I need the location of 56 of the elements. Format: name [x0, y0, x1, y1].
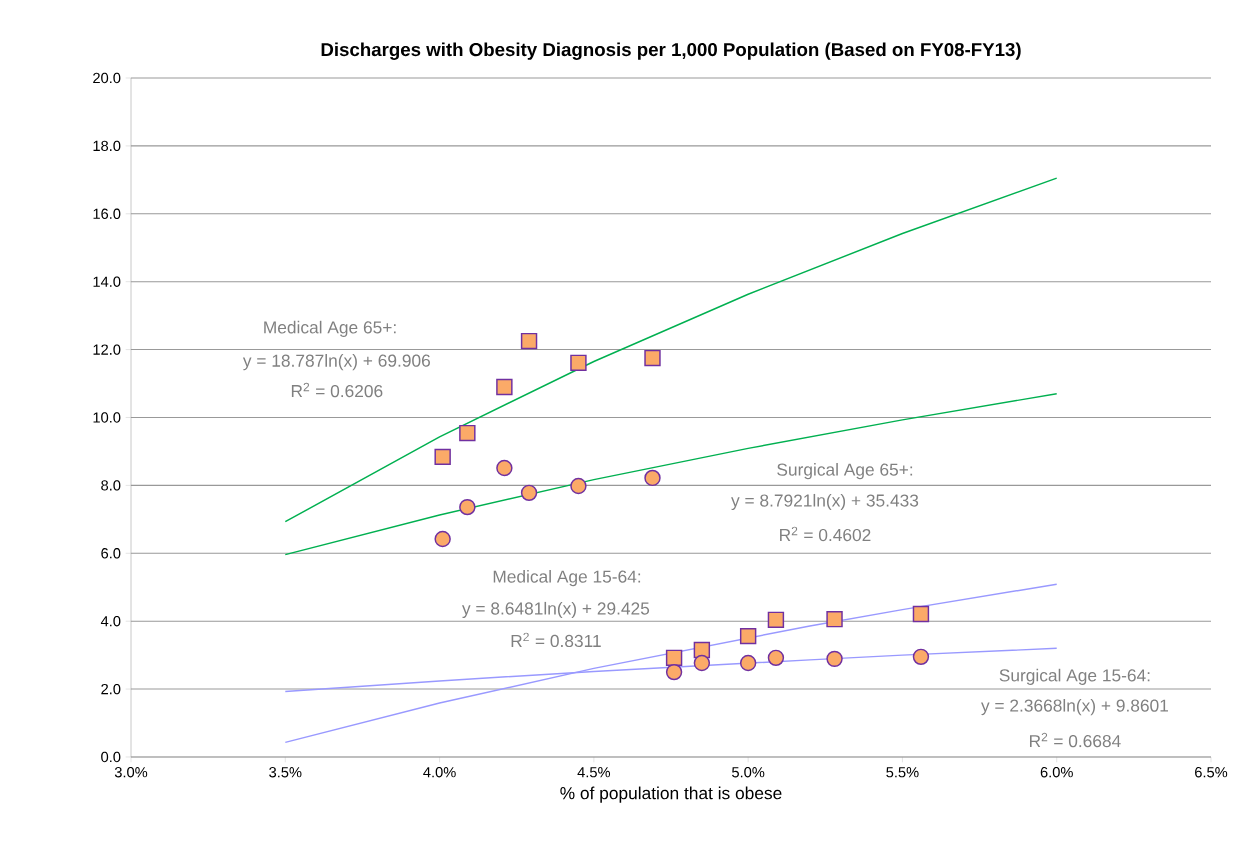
annotation: y = 18.787ln(x) + 69.906	[242, 354, 430, 371]
point	[496, 459, 513, 477]
annotation: Surgical Age 65+:	[777, 463, 913, 480]
point	[767, 611, 785, 629]
point	[644, 469, 661, 487]
annotation: R$^{2}$ = 0.4602	[780, 526, 871, 542]
y-tick-label: 6.0	[101, 548, 121, 559]
point	[826, 610, 843, 628]
annotation: Surgical Age 15-64:	[999, 668, 1150, 685]
annotation: y = 8.7921ln(x) + 35.433	[731, 493, 919, 511]
x-tick-label: 3.0%	[114, 767, 148, 778]
x-tick-label: 3.5%	[269, 767, 302, 778]
point	[912, 648, 930, 666]
point	[739, 627, 757, 645]
point	[912, 605, 930, 623]
point	[570, 477, 587, 495]
y-tick-label: 12.0	[93, 344, 121, 355]
point	[520, 332, 538, 350]
annotation: y = 8.6481ln(x) + 29.425	[462, 601, 650, 619]
y-tick-label: 20.0	[93, 72, 121, 84]
annotation: y = 2.3668ln(x) + 9.8601	[981, 698, 1169, 716]
y-tick-label: 10.0	[93, 412, 121, 423]
annotation: R$^{2}$ = 0.6684	[1029, 732, 1121, 748]
x-tick-label: 6.0%	[1040, 767, 1073, 778]
point	[434, 530, 451, 548]
x-tick-label: 4.5%	[577, 767, 611, 778]
x-tick-label: 5.5%	[886, 767, 919, 778]
y-tick-label: 4.0	[100, 616, 121, 627]
point	[570, 354, 587, 372]
point	[459, 424, 476, 442]
annotation: R$^{2}$ = 0.6206	[291, 382, 383, 398]
y-tick-label: 16.0	[93, 208, 121, 219]
point	[434, 448, 451, 466]
y-tick-label: 14.0	[93, 276, 121, 287]
point	[665, 663, 683, 681]
point	[459, 498, 476, 516]
y-tick-label: 0.0	[101, 751, 121, 763]
annotation: Medical Age 15-64:	[493, 569, 641, 587]
point	[644, 349, 661, 367]
point	[520, 484, 538, 502]
point	[693, 654, 711, 672]
x-tick-label: 5.0%	[732, 767, 765, 778]
x-tick-label: 4.0%	[423, 767, 456, 778]
y-tick-label: 2.0	[101, 683, 121, 695]
chart-title: Discharges with Obesity Diagnosis per 1,000 Population (Based on FY08-FY13)	[321, 42, 1021, 60]
point	[767, 649, 785, 667]
y-tick-label: 18.0	[93, 140, 121, 152]
point	[739, 654, 757, 672]
annotation: R$^{2}$ = 0.8311	[511, 632, 601, 648]
annotation: Medical Age 65+:	[264, 320, 396, 337]
point	[496, 378, 513, 396]
point	[826, 650, 843, 668]
point	[665, 649, 683, 667]
y-tick-label: 8.0	[101, 480, 121, 491]
x-axis-title: % of population that is obese	[560, 786, 782, 803]
x-tick-label: 6.5%	[1195, 767, 1228, 778]
